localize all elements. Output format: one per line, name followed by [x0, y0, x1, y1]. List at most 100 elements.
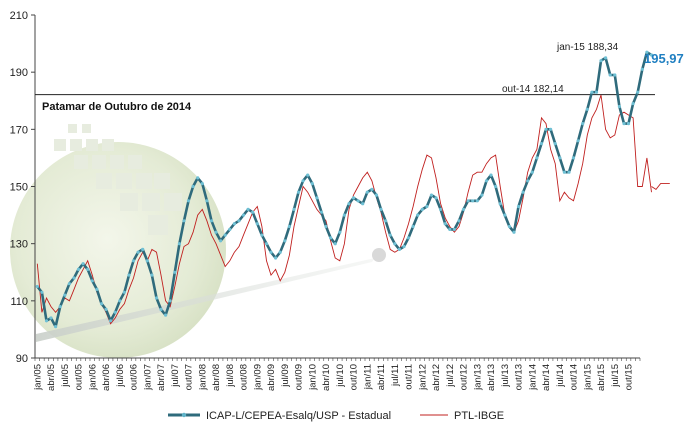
decorative-square — [110, 155, 124, 169]
icap-data-point — [168, 299, 172, 303]
icap-data-point — [209, 219, 214, 223]
y-tick-label: 210 — [10, 10, 28, 22]
icap-data-point — [466, 199, 470, 203]
decorative-squares — [54, 124, 182, 235]
icap-data-point — [99, 302, 104, 306]
y-tick-label: 130 — [10, 239, 28, 251]
reference-line-label: Patamar de Outubro de 2014 — [42, 101, 192, 113]
icap-data-point — [576, 139, 580, 143]
icap-data-point — [150, 273, 154, 277]
icap-data-point — [95, 287, 99, 291]
icap-data-point — [35, 284, 39, 289]
icap-data-point — [562, 170, 567, 174]
x-tick-label: abr/06 — [101, 364, 112, 391]
icap-data-point — [264, 242, 269, 246]
decorative-square — [70, 139, 82, 151]
icap-data-point — [104, 307, 108, 311]
icap-data-point — [219, 239, 223, 243]
x-tick-label: abr/07 — [156, 364, 167, 391]
icap-data-point — [374, 193, 379, 197]
y-tick-label: 90 — [16, 353, 28, 365]
icap-data-point — [136, 250, 140, 254]
icap-data-point — [260, 233, 264, 237]
x-tick-label: jul/05 — [60, 364, 71, 388]
icap-data-point — [521, 190, 525, 194]
x-tick-label: jan/11 — [362, 364, 373, 390]
icap-data-point — [370, 187, 374, 191]
icap-data-point — [177, 242, 181, 246]
icap-data-point — [475, 199, 479, 203]
icap-data-point — [58, 305, 62, 309]
icap-data-point — [594, 90, 599, 94]
icap-data-point — [283, 239, 287, 243]
icap-data-point — [649, 53, 654, 57]
icap-data-point — [205, 199, 209, 203]
icap-data-point — [296, 190, 301, 194]
icap-data-point — [200, 182, 204, 186]
icap-data-point — [416, 213, 420, 217]
annotation-jan15: jan-15 188,34 — [556, 42, 619, 53]
x-tick-label: out/06 — [129, 364, 140, 390]
icap-data-point — [526, 179, 530, 183]
decorative-beam — [36, 258, 375, 342]
icap-data-point — [310, 182, 314, 186]
icap-data-point — [420, 207, 424, 211]
icap-data-point — [72, 276, 76, 280]
y-tick-label: 150 — [10, 182, 28, 194]
x-tick-label: jul/06 — [115, 364, 126, 388]
icap-data-point — [338, 230, 342, 234]
icap-data-point — [63, 293, 67, 297]
icap-data-point — [516, 204, 521, 209]
icap-data-point — [329, 236, 333, 240]
icap-data-point — [118, 299, 122, 303]
icap-data-point — [141, 247, 145, 251]
icap-data-point — [315, 196, 319, 200]
x-tick-label: out/05 — [74, 364, 85, 390]
icap-data-point — [448, 227, 452, 231]
x-tick-label: jan/06 — [87, 364, 98, 391]
icap-data-point — [567, 170, 571, 174]
icap-data-point — [645, 50, 649, 54]
x-tick-label: abr/05 — [46, 364, 57, 391]
x-tick-label: abr/14 — [541, 364, 552, 391]
icap-data-point — [228, 227, 232, 231]
series-points-icap — [35, 50, 654, 329]
icap-data-point — [173, 270, 177, 274]
icap-data-point — [274, 256, 278, 260]
x-tick-label: out/08 — [239, 364, 250, 390]
x-tick-label: out/07 — [184, 364, 195, 390]
decorative-square — [86, 139, 98, 151]
x-tick-label: abr/09 — [266, 364, 277, 391]
icap-data-point — [544, 127, 548, 131]
decorative-square — [54, 139, 66, 151]
icap-data-point — [384, 219, 388, 223]
decorative-square — [164, 193, 182, 211]
icap-data-point — [164, 313, 168, 317]
icap-data-point — [535, 156, 539, 160]
icap-data-point — [549, 127, 553, 131]
decorative-square — [128, 155, 142, 169]
icap-data-point — [40, 290, 44, 294]
icap-data-point — [507, 224, 511, 229]
icap-data-point — [333, 242, 337, 246]
icap-data-point — [494, 184, 498, 189]
decorative-square — [68, 124, 77, 133]
icap-data-point — [49, 316, 53, 320]
icap-data-point — [251, 210, 255, 214]
icap-data-point — [81, 262, 85, 266]
icap-data-point — [429, 193, 434, 197]
icap-data-point — [452, 227, 456, 231]
decorative-square — [148, 215, 168, 235]
x-tick-label: jan/14 — [527, 364, 538, 391]
x-tick-label: abr/08 — [211, 364, 222, 391]
icap-data-point — [585, 107, 589, 111]
icap-data-point — [241, 213, 246, 217]
decorative-dot — [372, 248, 386, 262]
icap-data-point — [145, 259, 149, 263]
icap-data-point — [498, 202, 502, 206]
icap-data-point — [558, 156, 562, 160]
icap-data-point — [255, 222, 259, 226]
icap-data-point — [232, 222, 236, 226]
icap-data-point — [90, 279, 94, 283]
